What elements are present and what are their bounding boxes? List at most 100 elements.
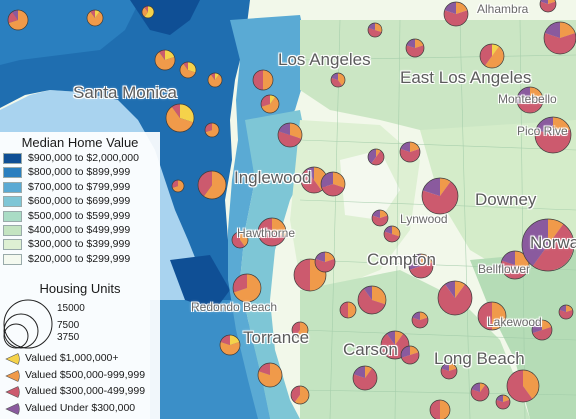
housing-pie	[171, 179, 185, 193]
legend-size-small: 3750	[57, 332, 80, 343]
pie-outline	[440, 362, 458, 380]
pie-slice	[154, 51, 175, 70]
pie-slice	[365, 366, 373, 378]
pie-slice	[172, 180, 184, 192]
pie-slice	[368, 23, 375, 30]
pie-slice	[315, 258, 335, 273]
place-label: Alhambra	[477, 2, 529, 16]
legend-pie-label: Valued $1,000,000+	[25, 352, 119, 364]
pie-outline	[320, 171, 346, 197]
pie-outline	[500, 250, 530, 280]
housing-pie	[443, 1, 469, 27]
housing-pie	[231, 231, 249, 249]
pie-slice	[159, 49, 165, 60]
pie-slice	[272, 218, 286, 237]
housing-pie	[500, 250, 530, 280]
pie-slice	[522, 219, 548, 267]
pie-outline	[277, 122, 303, 148]
housing-pie	[534, 116, 572, 154]
pie-outline	[380, 330, 410, 360]
pie-slice	[496, 399, 510, 409]
pie-slice	[542, 320, 552, 330]
pie-slice	[95, 10, 100, 18]
pie-slice	[144, 5, 155, 18]
pie-outline	[352, 365, 378, 391]
pie-slice	[208, 74, 222, 88]
legend-swatch	[3, 239, 22, 251]
housing-pie	[421, 177, 459, 215]
pie-slice	[203, 171, 226, 200]
pie-slice	[179, 63, 196, 79]
pie-outline	[260, 94, 280, 114]
pie-slice	[260, 95, 270, 107]
pie-slice	[480, 383, 486, 392]
pie-slice	[548, 0, 556, 4]
pie-slice	[501, 251, 515, 265]
pie-slice	[492, 44, 500, 56]
housing-pie	[352, 365, 378, 391]
pie-slice	[210, 73, 215, 80]
pie-slice	[8, 10, 29, 30]
legend-pie-label: Valued $500,000-999,999	[25, 368, 146, 381]
pie-slice	[456, 2, 468, 14]
pie-outline	[207, 72, 223, 88]
pie-outline	[443, 1, 469, 27]
pie-outline	[371, 209, 389, 227]
housing-pie	[521, 218, 575, 272]
pie-outline	[399, 141, 421, 163]
pie-outline	[477, 301, 507, 331]
pie-slice	[270, 95, 276, 104]
pie-slice	[441, 368, 457, 379]
pie-outline	[408, 253, 434, 279]
pie-slice	[171, 103, 180, 118]
pie-outline	[7, 9, 29, 31]
place-label: Lakewood	[487, 315, 542, 329]
pie-outline	[231, 231, 249, 249]
low-value-pocket	[340, 150, 400, 220]
pie-outline	[558, 304, 574, 320]
pie-slice	[375, 23, 383, 33]
pie-outline	[539, 0, 557, 13]
pie-slice	[230, 335, 240, 345]
coastal-high-value-band	[0, 0, 262, 419]
pie-outline	[405, 38, 425, 58]
pie-slice	[445, 281, 455, 298]
legend-pie-label: Valued $300,000-499,999	[25, 385, 146, 397]
legend-class-label: $600,000 to $699,999	[28, 195, 131, 208]
pie-slice	[470, 384, 489, 402]
legend-swatch	[3, 253, 22, 265]
pie-slice	[278, 123, 290, 135]
pie-slice	[321, 172, 333, 188]
pie-slice	[363, 286, 372, 300]
pie-slice	[421, 254, 433, 266]
housing-pie	[219, 334, 241, 356]
pie-outline	[291, 321, 309, 339]
housing-pie	[516, 86, 544, 114]
pie-slice	[422, 178, 440, 196]
pie-outline	[154, 49, 176, 71]
pie-slice	[87, 11, 103, 27]
legend-swatch	[3, 167, 22, 179]
housing-pie	[411, 311, 429, 329]
pie-slice	[478, 302, 492, 330]
housing-pie	[531, 319, 553, 341]
pie-slice	[406, 45, 424, 57]
pie-slice	[444, 10, 468, 27]
legend-size-circles	[3, 299, 53, 349]
pie-outline	[531, 319, 553, 341]
pie-slice	[371, 150, 384, 165]
housing-pie	[405, 38, 425, 58]
pie-slice	[340, 302, 348, 318]
pie-slice	[215, 73, 220, 80]
legend-class-label: $200,000 to $299,999	[28, 252, 131, 265]
pie-slice	[484, 46, 504, 68]
pie-outline	[171, 179, 185, 193]
pie-slice	[165, 50, 175, 60]
place-label: Downey	[475, 190, 537, 209]
housing-pie	[277, 122, 303, 148]
housing-pie	[367, 148, 385, 166]
pie-slice	[540, 0, 548, 4]
housing-unit-pies	[7, 0, 576, 419]
